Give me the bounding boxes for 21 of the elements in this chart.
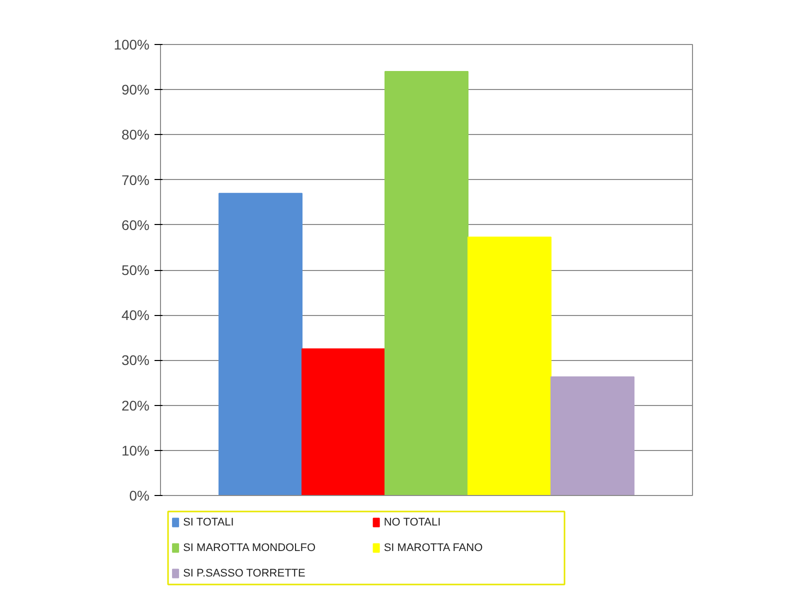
y-tick-label: 40% — [121, 307, 150, 324]
legend-label: NO TOTALI — [384, 516, 441, 528]
y-tick-label: 30% — [121, 352, 150, 368]
legend-label: SI MAROTTA FANO — [384, 542, 484, 554]
y-tick-label: 70% — [121, 172, 150, 188]
legend-label: SI MAROTTA MONDOLFO — [183, 542, 316, 554]
bar — [550, 376, 634, 496]
y-tick-label: 100% — [114, 36, 150, 52]
legend-label: SI TOTALI — [183, 516, 234, 528]
bar — [218, 192, 303, 496]
y-tick-label: 60% — [121, 216, 150, 233]
bar — [467, 236, 552, 496]
y-tick-label: 80% — [121, 126, 150, 143]
y-tick-label: 0% — [129, 488, 150, 504]
bar — [384, 71, 468, 496]
y-tick-label: 20% — [121, 397, 150, 414]
y-tick-label: 90% — [121, 82, 150, 98]
y-tick-label: 50% — [121, 262, 150, 278]
y-tick-label: 10% — [121, 442, 150, 458]
bar — [302, 348, 386, 496]
legend-label: SI P.SASSO TORRETTE — [183, 568, 306, 580]
